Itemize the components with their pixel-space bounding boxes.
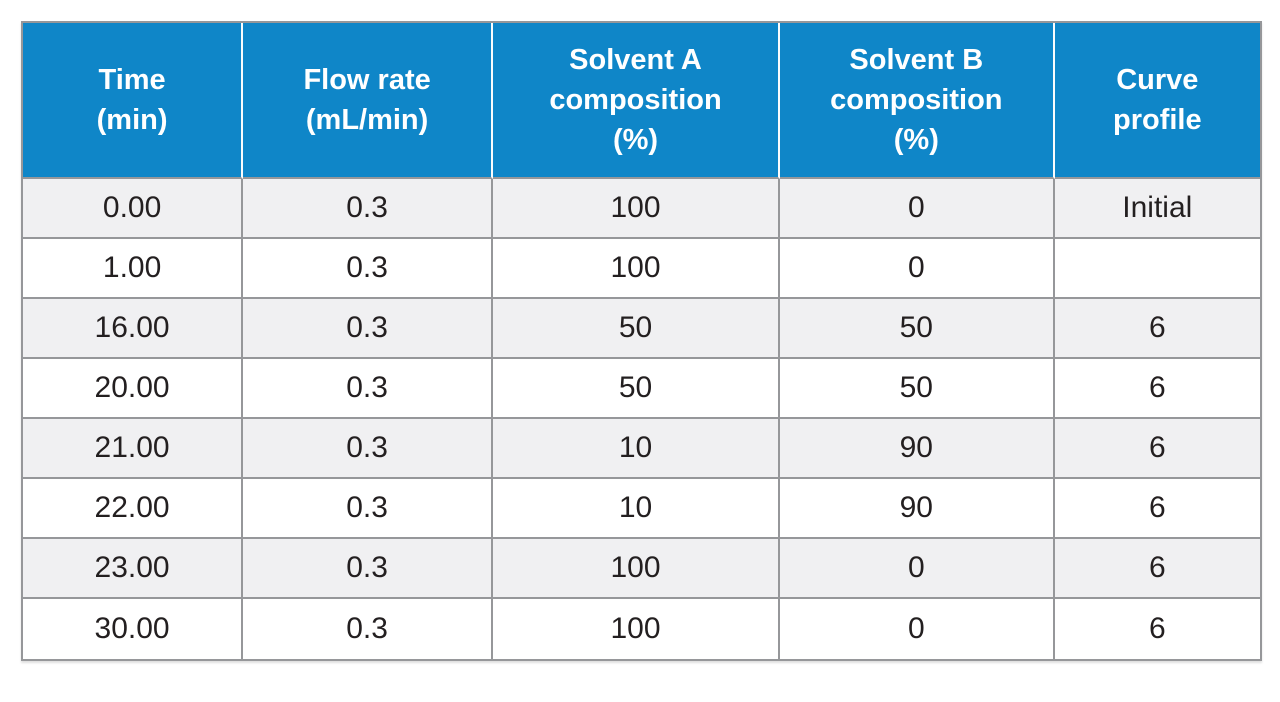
table-body: 0.00 0.3 100 0 Initial 1.00 0.3 100 0 16.00 0.3 50 5…: [23, 179, 1260, 659]
table-cell: 100: [493, 179, 780, 239]
table-cell: 6: [1054, 299, 1260, 359]
table-row: 1.00 0.3 100 0: [23, 239, 1260, 299]
table-cell: 90: [780, 419, 1055, 479]
table-cell: 6: [1054, 419, 1260, 479]
column-header: Solvent A composition (%): [493, 23, 780, 179]
table-cell: 50: [493, 359, 780, 419]
table-row: 16.00 0.3 50 50 6: [23, 299, 1260, 359]
table-cell: 16.00: [23, 299, 244, 359]
column-header: Flow rate (mL/min): [243, 23, 494, 179]
table-cell: 10: [493, 419, 780, 479]
table-row: 0.00 0.3 100 0 Initial: [23, 179, 1260, 239]
column-header: Time (min): [23, 23, 244, 179]
table-cell: 100: [493, 539, 780, 599]
table-cell: 0.3: [243, 359, 494, 419]
table-cell: 0.00: [23, 179, 244, 239]
table-cell: 0: [780, 239, 1055, 299]
table-cell: 6: [1054, 599, 1260, 659]
table-row: 30.00 0.3 100 0 6: [23, 599, 1260, 659]
table-cell: 6: [1054, 479, 1260, 539]
table-cell: 0: [780, 179, 1055, 239]
table-row: 22.00 0.3 10 90 6: [23, 479, 1260, 539]
table-cell: 23.00: [23, 539, 244, 599]
table-cell: 50: [780, 299, 1055, 359]
table-row: 23.00 0.3 100 0 6: [23, 539, 1260, 599]
table-cell: 10: [493, 479, 780, 539]
table-cell: 0: [780, 599, 1055, 659]
column-header: Curve profile: [1054, 23, 1260, 179]
table-cell: 1.00: [23, 239, 244, 299]
header-row: Time (min) Flow rate (mL/min) Solvent A co…: [23, 23, 1260, 179]
table-cell: 50: [493, 299, 780, 359]
table-cell: 50: [780, 359, 1055, 419]
gradient-method-table: Time (min) Flow rate (mL/min) Solvent A co…: [21, 21, 1262, 661]
table-cell: [1054, 239, 1260, 299]
table-cell: 0.3: [243, 299, 494, 359]
table-cell: 0.3: [243, 539, 494, 599]
table-cell: 0: [780, 539, 1055, 599]
table-cell: 0.3: [243, 239, 494, 299]
table-cell: 0.3: [243, 479, 494, 539]
table-cell: 100: [493, 599, 780, 659]
table-cell: 100: [493, 239, 780, 299]
table-cell: 0.3: [243, 599, 494, 659]
table-row: 20.00 0.3 50 50 6: [23, 359, 1260, 419]
table-cell: 21.00: [23, 419, 244, 479]
table-header: Time (min) Flow rate (mL/min) Solvent A co…: [23, 23, 1260, 179]
table-cell: 6: [1054, 359, 1260, 419]
table-cell: 0.3: [243, 419, 494, 479]
table-cell: Initial: [1054, 179, 1260, 239]
table-cell: 0.3: [243, 179, 494, 239]
table-cell: 90: [780, 479, 1055, 539]
table-cell: 22.00: [23, 479, 244, 539]
table-cell: 20.00: [23, 359, 244, 419]
column-header: Solvent B composition (%): [780, 23, 1055, 179]
table-cell: 6: [1054, 539, 1260, 599]
table-cell: 30.00: [23, 599, 244, 659]
table-row: 21.00 0.3 10 90 6: [23, 419, 1260, 479]
